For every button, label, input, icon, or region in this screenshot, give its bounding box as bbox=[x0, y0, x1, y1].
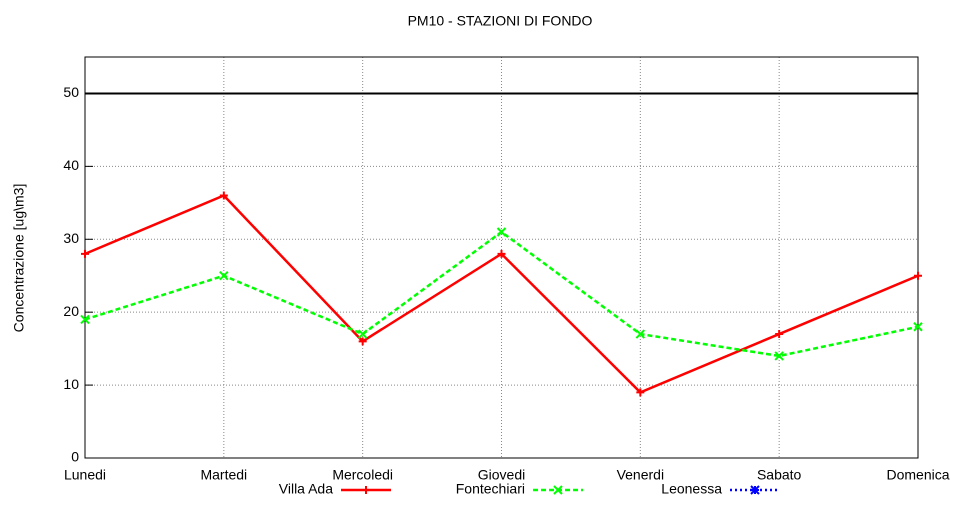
legend-label: Leonessa bbox=[661, 481, 722, 497]
y-tick-label: 10 bbox=[63, 376, 79, 392]
y-tick-label: 40 bbox=[63, 157, 79, 173]
marker bbox=[80, 314, 90, 325]
y-tick-label: 20 bbox=[63, 303, 79, 319]
marker bbox=[750, 485, 760, 495]
marker bbox=[358, 337, 367, 346]
y-axis-label: Concentrazione [ug\m3] bbox=[11, 184, 27, 333]
marker bbox=[774, 351, 784, 361]
x-tick-label: Mercoledi bbox=[332, 467, 393, 483]
marker bbox=[81, 249, 89, 258]
marker bbox=[913, 322, 923, 332]
marker bbox=[497, 249, 506, 258]
x-tick-label: Giovedi bbox=[478, 467, 525, 483]
marker bbox=[553, 485, 563, 495]
marker bbox=[636, 388, 645, 397]
legend-label: Villa Ada bbox=[279, 481, 333, 497]
marker bbox=[362, 486, 370, 494]
x-tick-label: Domenica bbox=[886, 467, 949, 483]
legend-label: Fontechiari bbox=[456, 481, 525, 497]
x-tick-label: Martedi bbox=[200, 467, 247, 483]
y-tick-label: 0 bbox=[71, 449, 79, 465]
marker bbox=[496, 227, 507, 237]
x-tick-label: Sabato bbox=[757, 467, 802, 483]
y-tick-label: 30 bbox=[63, 230, 79, 246]
x-tick-label: Lunedi bbox=[64, 467, 106, 483]
marker bbox=[219, 191, 228, 200]
marker bbox=[775, 330, 784, 339]
x-tick-label: Venerdi bbox=[617, 467, 664, 483]
y-tick-label: 50 bbox=[63, 84, 79, 100]
marker bbox=[219, 271, 229, 281]
marker bbox=[357, 329, 368, 339]
marker bbox=[914, 271, 922, 280]
chart-title: PM10 - STAZIONI DI FONDO bbox=[408, 13, 593, 29]
marker bbox=[635, 329, 646, 339]
